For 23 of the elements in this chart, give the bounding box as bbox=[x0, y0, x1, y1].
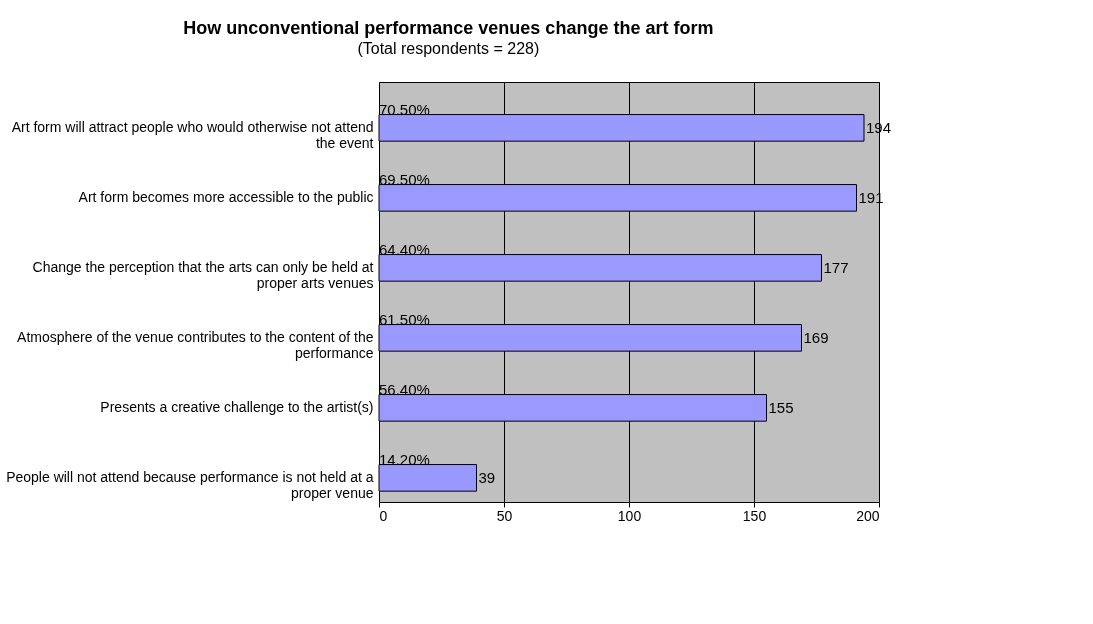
x-tick-label: 150 bbox=[742, 507, 767, 524]
annotation: 61.50% bbox=[379, 310, 430, 328]
annotation: 70.50% bbox=[379, 100, 430, 118]
annotation: 14.20% bbox=[379, 450, 430, 468]
x-tick-label: 0 bbox=[379, 507, 388, 524]
x-tick-label: 200 bbox=[856, 507, 880, 524]
y-tick-label: People will not attend because performance is not held at a proper venue bbox=[6, 468, 374, 501]
data-label: 155 bbox=[768, 398, 794, 416]
y-tick-label: Atmosphere of the venue contributes to the content of the performance bbox=[17, 328, 374, 361]
y-tick-label: Presents a creative challenge to the artist(s) bbox=[100, 398, 374, 415]
y-tick-label: Art form becomes more accessible to the public bbox=[78, 188, 374, 205]
annotation: 56.40% bbox=[379, 380, 430, 398]
annotation: 69.50% bbox=[379, 170, 430, 188]
chart-title: How unconventional performance venues change the art form bbox=[183, 18, 714, 38]
annotation: 64.40% bbox=[379, 240, 430, 258]
chart-subtitle: (Total respondents = 228) bbox=[357, 40, 540, 57]
x-tick-label: 50 bbox=[496, 507, 513, 524]
y-tick-label: Change the perception that the arts can only be held at proper arts venues bbox=[32, 258, 374, 291]
y-tick-label: Art form will attract people who would otherwise not attend the event bbox=[11, 118, 374, 151]
x-tick-label: 100 bbox=[617, 507, 642, 524]
data-label: 169 bbox=[803, 328, 829, 346]
data-label: 39 bbox=[478, 468, 496, 486]
data-label: 177 bbox=[823, 258, 849, 276]
